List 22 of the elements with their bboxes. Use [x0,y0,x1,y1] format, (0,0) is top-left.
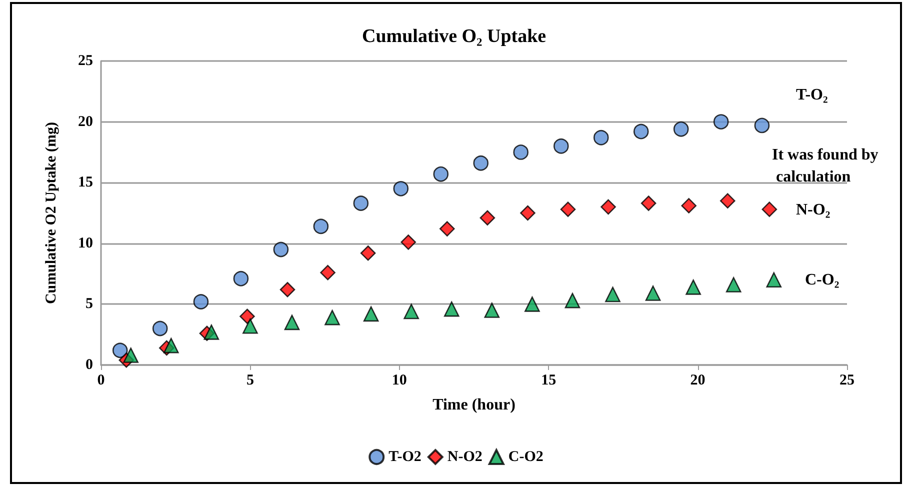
x-tick-label: 25 [840,372,854,388]
x-tick-label: 10 [392,372,407,388]
y-axis-title: Cumulative O2 Uptake (mg) [44,122,60,304]
legend-label: N-O2 [447,449,482,465]
y-tick-label: 15 [78,174,93,191]
annotation: T-O₂ [796,86,828,104]
annotation: C-O₂ [805,272,840,288]
x-axis-title: Time (hour) [432,396,516,414]
y-tick-label: 20 [78,114,93,130]
annotation: It was found by calculation [772,146,878,186]
x-tick-label: 20 [690,372,706,388]
annotation: N-O₂ [796,202,830,218]
legend-label: T-O2 [388,449,422,465]
y-tick-label: 0 [86,357,93,373]
y-tick-label: 10 [78,235,93,252]
x-tick-label: 15 [541,372,556,388]
x-tick-label: 0 [97,372,105,388]
x-tick-label: 5 [246,372,254,388]
y-tick-label: 25 [78,53,93,69]
y-tick-label: 5 [86,296,93,312]
legend-label: C-O2 [508,449,544,465]
chart-title: Cumulative O₂ Uptake [362,26,546,47]
